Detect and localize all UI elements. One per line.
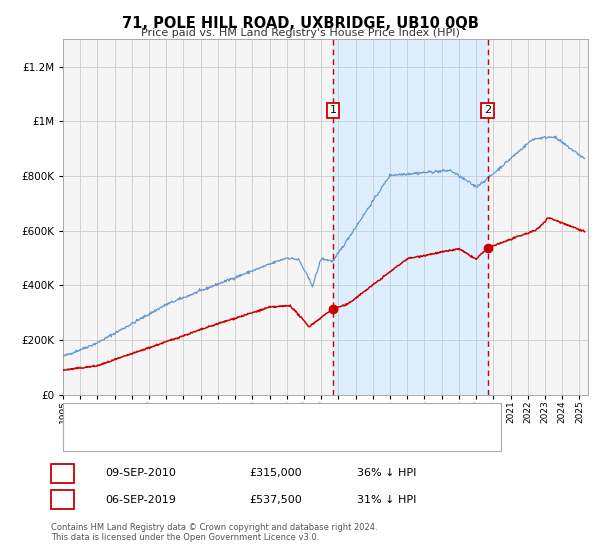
Text: Contains HM Land Registry data © Crown copyright and database right 2024.: Contains HM Land Registry data © Crown c… xyxy=(51,523,377,532)
Text: HPI: Average price, detached house, Hillingdon: HPI: Average price, detached house, Hill… xyxy=(106,432,352,442)
Text: 1: 1 xyxy=(59,468,66,478)
Text: 2: 2 xyxy=(59,494,66,505)
Text: 1: 1 xyxy=(329,105,337,115)
Text: Price paid vs. HM Land Registry's House Price Index (HPI): Price paid vs. HM Land Registry's House … xyxy=(140,28,460,38)
Text: 2: 2 xyxy=(484,105,491,115)
Text: This data is licensed under the Open Government Licence v3.0.: This data is licensed under the Open Gov… xyxy=(51,533,319,542)
Text: 09-SEP-2010: 09-SEP-2010 xyxy=(105,468,176,478)
Text: 71, POLE HILL ROAD, UXBRIDGE, UB10 0QB (detached house): 71, POLE HILL ROAD, UXBRIDGE, UB10 0QB (… xyxy=(106,412,427,422)
Text: 31% ↓ HPI: 31% ↓ HPI xyxy=(357,494,416,505)
Bar xyxy=(333,39,488,395)
Text: 36% ↓ HPI: 36% ↓ HPI xyxy=(357,468,416,478)
Text: £315,000: £315,000 xyxy=(249,468,302,478)
Text: 71, POLE HILL ROAD, UXBRIDGE, UB10 0QB: 71, POLE HILL ROAD, UXBRIDGE, UB10 0QB xyxy=(122,16,478,31)
Text: 06-SEP-2019: 06-SEP-2019 xyxy=(105,494,176,505)
Text: £537,500: £537,500 xyxy=(249,494,302,505)
